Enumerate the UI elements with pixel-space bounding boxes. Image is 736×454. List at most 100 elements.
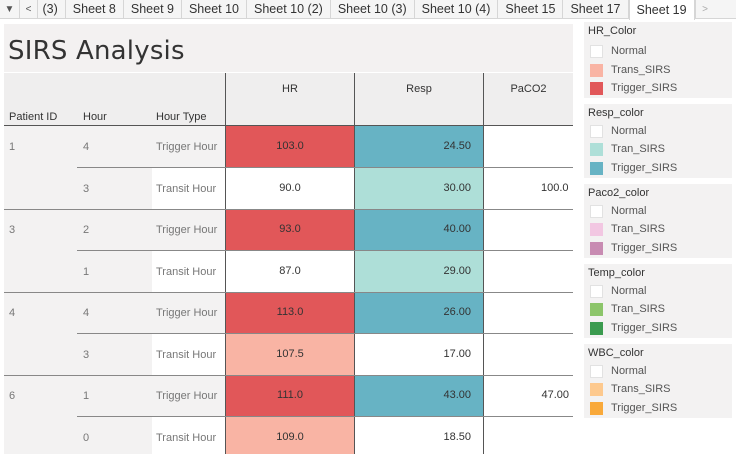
wbc-color-legend[interactable]: WBC_color Normal Trans_SIRS Trigger_SIRS	[584, 344, 732, 418]
legend-item[interactable]: Normal	[590, 204, 646, 218]
hr-cell[interactable]: 113.0	[225, 292, 354, 333]
hr-cell[interactable]: 107.5	[225, 334, 354, 375]
tab-sheet-10-2[interactable]: Sheet 10 (2)	[247, 0, 331, 18]
resp-cell[interactable]: 17.00	[354, 334, 483, 375]
hr-cell[interactable]: 93.0	[225, 209, 354, 250]
legend-label: Trigger_SIRS	[611, 82, 678, 94]
paco2-color-legend[interactable]: Paco2_color Normal Tran_SIRS Trigger_SIR…	[584, 184, 732, 258]
legend-item[interactable]: Trans_SIRS	[590, 63, 671, 77]
resp-cell[interactable]: 18.50	[354, 417, 483, 454]
page-title: SIRS Analysis	[8, 36, 185, 66]
resp-cell[interactable]: 26.00	[354, 292, 483, 333]
row-header-labels: Patient ID Hour Hour Type	[4, 73, 225, 126]
paco2-cell[interactable]	[483, 417, 573, 454]
tab-sheet-10-3[interactable]: Sheet 10 (3)	[330, 0, 415, 18]
hour-type-cell: Transit Hour	[152, 334, 225, 375]
legend-item[interactable]: Normal	[590, 284, 646, 298]
resp-column-header[interactable]: Resp	[354, 73, 483, 126]
tab-sheet-10[interactable]: Sheet 10	[181, 0, 248, 18]
resp-cell[interactable]: 24.50	[354, 126, 483, 167]
legend-item[interactable]: Trigger_SIRS	[590, 161, 677, 175]
hour-cell: 3	[77, 168, 152, 209]
chevron-left-icon: <	[25, 3, 32, 15]
hour-type-cell: Transit Hour	[152, 251, 225, 292]
paco2-cell[interactable]	[483, 209, 573, 250]
paco2-cell[interactable]	[483, 334, 573, 375]
hr-cell[interactable]: 87.0	[225, 251, 354, 292]
temp-color-legend[interactable]: Temp_color Normal Tran_SIRS Trigger_SIRS	[584, 264, 732, 338]
hour-type-value: Trigger Hour	[156, 224, 218, 236]
hr-cell[interactable]: 111.0	[225, 375, 354, 416]
hour-type-value: Trigger Hour	[156, 307, 218, 319]
hr-color-legend[interactable]: HR_Color Normal Trans_SIRS Trigger_SIRS	[584, 22, 732, 98]
hr-cell[interactable]: 109.0	[225, 417, 354, 454]
legend-swatch	[590, 142, 603, 156]
tab-next-button[interactable]: >	[694, 0, 715, 18]
tab-sheet-15[interactable]: Sheet 15	[498, 0, 564, 18]
legend-label: Trigger_SIRS	[611, 242, 678, 254]
legend-item[interactable]: Tran_SIRS	[590, 222, 665, 236]
legend-label: Trans_SIRS	[611, 383, 671, 395]
tab-sheet-10-4[interactable]: Sheet 10 (4)	[414, 0, 499, 18]
legend-item[interactable]: Trans_SIRS	[590, 382, 671, 396]
hr-cell[interactable]: 103.0	[225, 126, 354, 167]
resp-color-legend[interactable]: Resp_color Normal Tran_SIRS Trigger_SIRS	[584, 104, 732, 178]
paco2-cell[interactable]	[483, 251, 573, 292]
hour-type-cell: Trigger Hour	[152, 292, 225, 333]
hr-column-header[interactable]: HR	[225, 73, 354, 126]
paco2-cell[interactable]: 100.0	[483, 168, 573, 209]
legend-item[interactable]: Trigger_SIRS	[590, 81, 677, 95]
tab-menu-button[interactable]: ▼	[0, 0, 20, 18]
resp-cell[interactable]: 43.00	[354, 375, 483, 416]
patient-id: 4	[9, 307, 16, 319]
tab-sheet-partial[interactable]: (3)	[38, 0, 66, 18]
legend-label: Normal	[611, 365, 647, 377]
legend-item[interactable]: Normal	[590, 364, 646, 378]
legend-item[interactable]: Trigger_SIRS	[590, 321, 677, 335]
patient-cell: 6	[4, 375, 77, 454]
legend-label: Normal	[611, 45, 647, 57]
legend-item[interactable]: Normal	[590, 44, 646, 58]
hour-type-cell: Transit Hour	[152, 417, 225, 454]
chevron-right-icon: >	[702, 3, 708, 15]
hour-value: 4	[83, 141, 90, 153]
row-divider	[77, 333, 573, 334]
legend-swatch	[590, 124, 603, 138]
legend-item[interactable]: Tran_SIRS	[590, 142, 665, 156]
hour-value: 0	[83, 432, 90, 444]
hour-type-value: Transit Hour	[156, 266, 217, 278]
resp-cell[interactable]: 29.00	[354, 251, 483, 292]
legend-item[interactable]: Tran_SIRS	[590, 302, 665, 316]
legend-label: Trigger_SIRS	[611, 162, 678, 174]
hour-value: 3	[83, 349, 90, 361]
legend-title: Temp_color	[588, 267, 645, 279]
resp-cell[interactable]: 40.00	[354, 209, 483, 250]
tab-sheet-17[interactable]: Sheet 17	[563, 0, 629, 18]
patient-cell: 4	[4, 292, 77, 375]
worksheet: SIRS Analysis Patient ID Hour Hour Type …	[0, 20, 578, 454]
legend-label: Trigger_SIRS	[611, 322, 678, 334]
hour-type-value: Trigger Hour	[156, 141, 218, 153]
resp-cell[interactable]: 30.00	[354, 168, 483, 209]
paco2-cell[interactable]: 47.00	[483, 375, 573, 416]
chevron-down-icon: ▼	[4, 3, 15, 15]
legend-item[interactable]: Normal	[590, 124, 646, 138]
hour-type-value: Transit Hour	[156, 349, 217, 361]
legend-swatch	[590, 364, 603, 378]
legend-swatch	[590, 204, 603, 218]
tab-prev-button[interactable]: <	[20, 0, 38, 18]
tab-sheet-19[interactable]: Sheet 19	[628, 0, 695, 20]
hour-type-cell: Trigger Hour	[152, 126, 225, 167]
legend-label: Normal	[611, 285, 647, 297]
legend-item[interactable]: Trigger_SIRS	[590, 241, 677, 255]
legend-label: Tran_SIRS	[611, 143, 666, 155]
hr-cell[interactable]: 90.0	[225, 168, 354, 209]
legend-item[interactable]: Trigger_SIRS	[590, 401, 677, 415]
paco2-cell[interactable]	[483, 292, 573, 333]
paco2-column-header[interactable]: PaCO2	[483, 73, 573, 126]
legend-swatch	[590, 222, 603, 236]
paco2-cell[interactable]	[483, 126, 573, 167]
tab-sheet-9[interactable]: Sheet 9	[123, 0, 182, 18]
legend-title: WBC_color	[588, 347, 644, 359]
tab-sheet-8[interactable]: Sheet 8	[65, 0, 124, 18]
